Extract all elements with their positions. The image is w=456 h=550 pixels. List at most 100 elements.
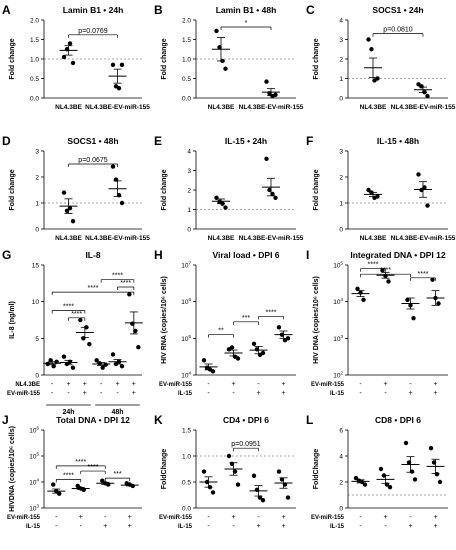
sign-cell: - bbox=[257, 514, 260, 521]
y-tick-label: 103 bbox=[333, 334, 343, 343]
y-axis-label: Fold change bbox=[313, 38, 320, 79]
x-tick-label: NL4.3BE bbox=[208, 104, 235, 111]
x-tick-label: NL4.3BE bbox=[55, 235, 82, 242]
panel-letter: C bbox=[306, 3, 315, 17]
panel-c: C SOCS1 • 24h 0 1 2 3 4 Fold change p=0.0810 NL4.… bbox=[306, 3, 456, 111]
sign-cell: - bbox=[359, 381, 362, 388]
sign-cell: - bbox=[384, 390, 387, 397]
sign-cell: + bbox=[128, 514, 132, 521]
panel-title: IL-8 bbox=[85, 250, 100, 260]
sign-cell: - bbox=[207, 523, 210, 530]
sign-cell: - bbox=[100, 390, 103, 397]
data-point bbox=[223, 205, 228, 210]
sign-cell: - bbox=[409, 381, 412, 388]
significance-label: **** bbox=[63, 472, 74, 479]
y-tick-label: 0 bbox=[339, 227, 343, 234]
sign-cell: + bbox=[83, 390, 87, 397]
panel-title: CD8 • DPI 6 bbox=[375, 415, 421, 425]
sign-row-label: EV-miR-155 bbox=[7, 391, 41, 397]
data-point bbox=[201, 469, 207, 474]
y-tick-label: 1.0 bbox=[182, 57, 191, 64]
data-point bbox=[412, 477, 418, 482]
y-tick-label: 4 bbox=[339, 454, 343, 461]
data-point bbox=[136, 344, 141, 350]
sign-cell: + bbox=[231, 514, 235, 521]
data-point bbox=[285, 336, 291, 341]
y-axis-label: HIVDNA (copies/10⁶ cells) bbox=[9, 426, 16, 512]
panel-letter: B bbox=[154, 3, 163, 17]
sign-cell: - bbox=[207, 514, 210, 521]
x-tick-label: NL4.3BE-EV-miR-155 bbox=[85, 104, 150, 111]
data-point bbox=[279, 477, 285, 482]
sign-cell: - bbox=[55, 523, 58, 530]
panel-letter: A bbox=[2, 3, 11, 17]
sign-row-label: IL-15 bbox=[26, 524, 41, 530]
data-point bbox=[70, 365, 76, 370]
sign-cell: - bbox=[51, 390, 54, 397]
data-point bbox=[437, 479, 443, 485]
data-point bbox=[375, 76, 380, 81]
data-point bbox=[201, 358, 207, 363]
significance-label: **** bbox=[368, 262, 379, 269]
sign-cell: + bbox=[79, 514, 83, 521]
data-point bbox=[362, 482, 368, 487]
data-point bbox=[436, 301, 441, 306]
y-tick-label: 2 bbox=[339, 57, 343, 64]
sign-row-label: EV-miR-155 bbox=[159, 382, 193, 388]
data-point bbox=[431, 460, 437, 465]
sign-cell: - bbox=[359, 523, 362, 530]
sign-cell: + bbox=[383, 514, 387, 521]
data-point bbox=[110, 164, 116, 169]
sign-cell: + bbox=[383, 381, 387, 388]
significance-label: **** bbox=[71, 311, 82, 318]
x-tick-label: NL4.3BE bbox=[55, 104, 82, 111]
sign-cell: - bbox=[116, 390, 119, 397]
time-group-label: 24h bbox=[62, 409, 74, 416]
data-point bbox=[425, 203, 430, 208]
sign-cell: - bbox=[207, 390, 210, 397]
sign-cell: - bbox=[232, 390, 235, 397]
y-tick-label: 6 bbox=[339, 428, 343, 435]
y-tick-label: 3 bbox=[35, 149, 39, 156]
sign-cell: - bbox=[257, 381, 260, 388]
y-tick-label: 1 bbox=[187, 207, 191, 214]
y-tick-label: 104 bbox=[333, 297, 343, 306]
sign-cell: + bbox=[281, 390, 285, 397]
y-tick-label: 105 bbox=[333, 261, 343, 270]
sign-row-label: EV-miR-155 bbox=[311, 382, 345, 388]
data-point bbox=[276, 469, 282, 474]
data-point bbox=[61, 354, 67, 359]
data-point bbox=[387, 485, 393, 490]
data-point bbox=[251, 473, 257, 478]
data-point bbox=[61, 54, 67, 60]
panel-letter: F bbox=[306, 134, 313, 148]
sign-cell: - bbox=[359, 514, 362, 521]
y-tick-label: 3 bbox=[187, 168, 191, 175]
sign-cell: - bbox=[80, 523, 83, 530]
sign-cell: + bbox=[132, 381, 136, 388]
y-tick-label: 104 bbox=[29, 478, 39, 487]
panel-letter: K bbox=[154, 413, 163, 427]
data-point bbox=[285, 495, 291, 500]
data-point bbox=[378, 466, 384, 472]
data-point bbox=[226, 453, 232, 459]
data-point bbox=[430, 277, 435, 282]
y-tick-label: 2 bbox=[187, 188, 191, 195]
data-point bbox=[70, 219, 76, 224]
y-axis-label: IL-8 (ng/ml) bbox=[9, 301, 16, 339]
data-point bbox=[100, 365, 105, 370]
significance-label: p=0.0810 bbox=[383, 27, 412, 34]
data-point bbox=[78, 317, 83, 323]
sign-cell: + bbox=[433, 390, 437, 397]
data-point bbox=[100, 478, 105, 483]
sign-cell: + bbox=[66, 381, 70, 388]
data-point bbox=[67, 41, 73, 46]
y-tick-label: 2 bbox=[35, 175, 39, 182]
sign-cell: + bbox=[256, 390, 260, 397]
y-tick-label: 103 bbox=[29, 504, 39, 513]
data-point bbox=[411, 315, 416, 321]
sign-cell: - bbox=[409, 514, 412, 521]
data-point bbox=[51, 482, 56, 487]
data-point bbox=[264, 156, 269, 161]
